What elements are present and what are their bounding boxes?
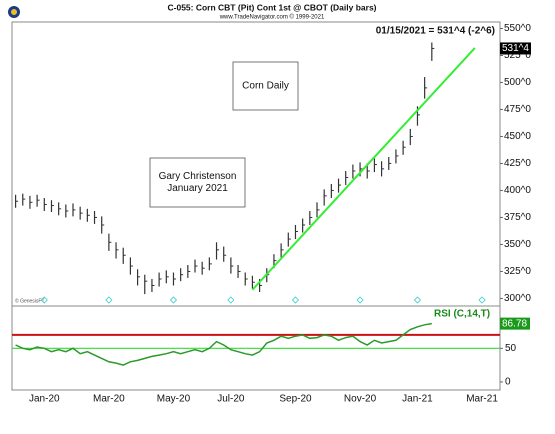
rsi-line bbox=[15, 322, 432, 366]
y-tick-label: 450^0 bbox=[504, 131, 531, 142]
logo-center bbox=[11, 9, 17, 15]
note-text: January 2021 bbox=[167, 183, 228, 194]
rsi-tag: 86.78 bbox=[502, 318, 527, 329]
x-tick-label: May-20 bbox=[157, 394, 191, 405]
chart-title: C-055: Corn CBT (Pit) Cont 1st @ CBOT (D… bbox=[168, 2, 377, 12]
y-tick-label: 525^0 bbox=[504, 50, 531, 61]
rsi-y-tick-label: 50 bbox=[505, 343, 517, 354]
y-tick-label: 325^0 bbox=[504, 266, 531, 277]
y-tick-label: 475^0 bbox=[504, 104, 531, 115]
price-tag: 531^4 bbox=[502, 43, 529, 54]
trend-line bbox=[251, 47, 476, 291]
x-tick-label: Mar-20 bbox=[93, 394, 125, 405]
x-tick-label: Nov-20 bbox=[344, 394, 377, 405]
y-tick-label: 300^0 bbox=[504, 293, 531, 304]
note-text: Corn Daily bbox=[242, 81, 289, 92]
y-tick-label: 375^0 bbox=[504, 212, 531, 223]
note-text: Gary Christenson bbox=[159, 171, 237, 182]
y-tick-label: 550^0 bbox=[504, 23, 531, 34]
price-tag-bg bbox=[500, 42, 531, 55]
month-marker bbox=[478, 296, 486, 304]
month-marker bbox=[105, 296, 113, 304]
chart-subtitle: www.TradeNavigator.com © 1999-2021 bbox=[219, 14, 325, 21]
note-box bbox=[149, 157, 246, 208]
rsi-y-tick-label: 0 bbox=[505, 377, 511, 388]
x-tick-label: Sep-20 bbox=[279, 394, 312, 405]
x-tick-label: Mar-21 bbox=[466, 394, 498, 405]
y-tick-label: 350^0 bbox=[504, 239, 531, 250]
x-tick-label: Jan-20 bbox=[29, 394, 60, 405]
x-tick-label: Jul-20 bbox=[217, 394, 245, 405]
rsi-tag-bg bbox=[500, 317, 530, 330]
month-marker bbox=[413, 296, 422, 304]
month-marker bbox=[356, 296, 364, 304]
rsi-title: RSI (C,14,T) bbox=[434, 309, 490, 320]
month-marker bbox=[169, 296, 178, 304]
y-tick-label: 500^0 bbox=[504, 77, 531, 88]
x-tick-label: Jan-21 bbox=[402, 394, 433, 405]
month-marker bbox=[40, 296, 48, 304]
month-marker bbox=[291, 296, 300, 304]
y-tick-label: 400^0 bbox=[504, 185, 531, 196]
note-box bbox=[232, 61, 299, 111]
y-tick-label: 425^0 bbox=[504, 158, 531, 169]
watermark: © GenesisFT bbox=[15, 297, 45, 304]
last-label: 01/15/2021 = 531^4 (-2^6) bbox=[376, 26, 495, 37]
month-marker bbox=[227, 296, 235, 304]
